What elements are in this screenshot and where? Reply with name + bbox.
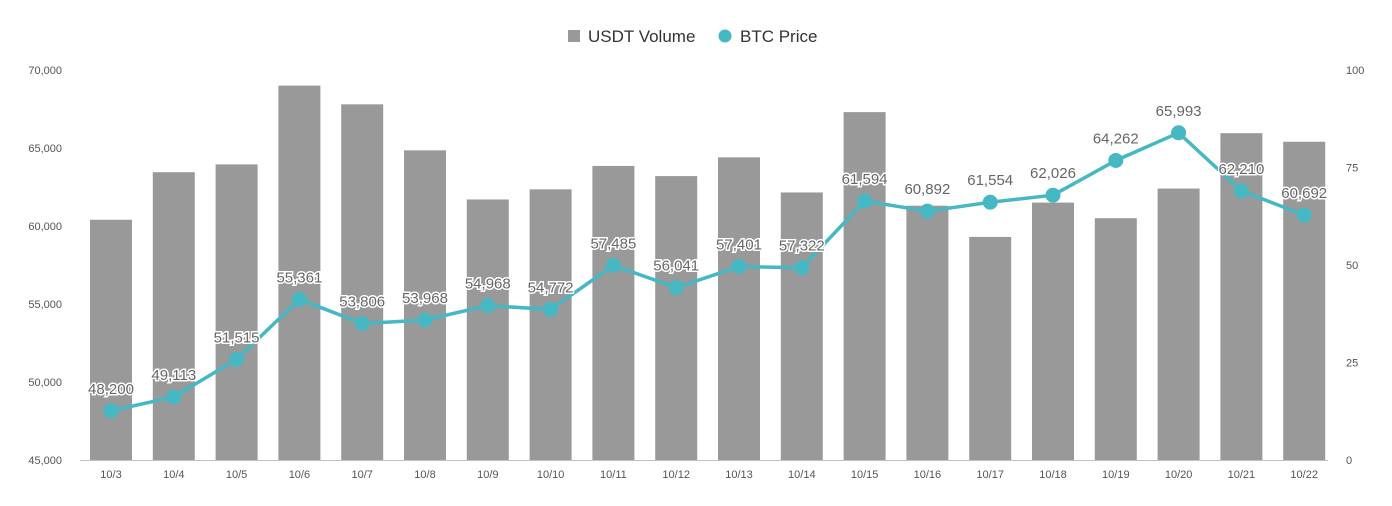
btc-price-point xyxy=(1108,153,1123,168)
btc-price-data-label: 53,968 xyxy=(402,290,448,307)
btc-price-point xyxy=(166,389,181,404)
btc-price-point xyxy=(983,195,998,210)
left-axis-tick-label: 70,000 xyxy=(28,65,62,77)
btc-price-data-label: 62,026 xyxy=(1030,165,1076,182)
x-axis-tick-label: 10/8 xyxy=(414,469,435,481)
btc-price-data-label: 64,262 xyxy=(1093,130,1139,147)
x-axis-tick-label: 10/6 xyxy=(289,469,310,481)
bar-10-11 xyxy=(592,166,634,460)
data-labels-btc-price: 48,200 49,113 51,515 55,361 53,806 53,968 54,9… xyxy=(88,103,1327,398)
bar-series-usdt-volume xyxy=(90,86,1325,460)
bar-10-14 xyxy=(781,192,823,460)
btc-price-point xyxy=(355,316,370,331)
x-axis-tick-label: 10/16 xyxy=(914,469,942,481)
btc-price-point xyxy=(418,312,433,327)
btc-price-point xyxy=(606,258,621,273)
right-axis: 0 25 50 75 100 xyxy=(1346,65,1364,467)
btc-price-data-label: 57,401 xyxy=(716,237,762,254)
btc-price-point xyxy=(1234,183,1249,198)
x-axis-tick-label: 10/3 xyxy=(100,469,121,481)
left-axis-tick-label: 50,000 xyxy=(28,377,62,389)
btc-price-point xyxy=(229,352,244,367)
right-axis-tick-label: 0 xyxy=(1346,455,1352,467)
btc-price-data-label: 61,554 xyxy=(967,172,1013,189)
x-axis-tick-label: 10/20 xyxy=(1165,469,1193,481)
x-axis-tick-label: 10/21 xyxy=(1228,469,1256,481)
legend-swatch-btc-price xyxy=(719,30,732,43)
x-axis-tick-label: 10/10 xyxy=(537,469,565,481)
btc-price-point xyxy=(920,204,935,219)
btc-price-data-label: 57,322 xyxy=(779,238,825,255)
bar-10-3 xyxy=(90,220,132,460)
bar-10-12 xyxy=(655,176,697,460)
legend-swatch-usdt-volume xyxy=(568,30,580,42)
btc-price-data-label: 48,200 xyxy=(88,381,134,398)
x-axis-tick-label: 10/17 xyxy=(976,469,1004,481)
x-axis-tick-label: 10/12 xyxy=(662,469,690,481)
bar-10-15 xyxy=(844,112,886,460)
bar-10-7 xyxy=(341,104,383,460)
bar-10-21 xyxy=(1220,133,1262,460)
bar-10-20 xyxy=(1158,189,1200,460)
x-axis-tick-label: 10/14 xyxy=(788,469,816,481)
bar-10-13 xyxy=(718,157,760,460)
bar-10-18 xyxy=(1032,203,1074,460)
btc-price-point xyxy=(1171,125,1186,140)
btc-price-data-label: 65,993 xyxy=(1156,103,1202,120)
right-axis-tick-label: 50 xyxy=(1346,260,1358,272)
btc-price-data-label: 57,485 xyxy=(590,235,636,252)
left-axis-tick-label: 65,000 xyxy=(28,143,62,155)
x-axis-tick-label: 10/19 xyxy=(1102,469,1130,481)
bar-10-10 xyxy=(530,189,572,460)
btc-price-point xyxy=(794,260,809,275)
left-axis: 45,000 50,000 55,000 60,000 65,000 70,000 xyxy=(28,65,62,467)
btc-price-data-label: 60,892 xyxy=(904,181,950,198)
legend: USDT Volume BTC Price xyxy=(568,27,817,46)
btc-price-data-label: 54,968 xyxy=(465,276,511,293)
bar-10-5 xyxy=(216,164,258,460)
left-axis-tick-label: 55,000 xyxy=(28,299,62,311)
btc-price-data-label: 54,772 xyxy=(528,279,574,296)
bar-10-19 xyxy=(1095,218,1137,460)
x-axis-tick-label: 10/9 xyxy=(477,469,498,481)
x-axis-tick-label: 10/18 xyxy=(1039,469,1067,481)
legend-label-usdt-volume: USDT Volume xyxy=(588,27,695,46)
btc-price-point xyxy=(543,302,558,317)
right-axis-tick-label: 25 xyxy=(1346,358,1358,370)
bar-10-16 xyxy=(906,206,948,460)
x-axis-tick-label: 10/7 xyxy=(351,469,372,481)
right-axis-tick-label: 100 xyxy=(1346,65,1364,77)
btc-price-point xyxy=(1046,188,1061,203)
btc-price-point xyxy=(480,298,495,313)
x-axis-tick-label: 10/22 xyxy=(1290,469,1318,481)
btc-price-point xyxy=(857,194,872,209)
btc-price-point xyxy=(732,259,747,274)
btc-price-data-label: 51,515 xyxy=(214,329,260,346)
legend-label-btc-price: BTC Price xyxy=(740,27,817,46)
bar-10-4 xyxy=(153,172,195,460)
btc-price-point xyxy=(104,403,119,418)
x-axis: 10/3 10/4 10/5 10/6 10/7 10/8 10/9 10/10 10/11 10… xyxy=(80,461,1328,482)
btc-price-data-label: 61,594 xyxy=(842,171,888,188)
btc-price-data-label: 56,041 xyxy=(653,258,699,275)
btc-price-point xyxy=(292,292,307,307)
left-axis-tick-label: 60,000 xyxy=(28,221,62,233)
btc-price-data-label: 49,113 xyxy=(151,367,196,384)
btc-price-point xyxy=(1297,208,1312,223)
bar-10-17 xyxy=(969,237,1011,460)
right-axis-tick-label: 75 xyxy=(1346,163,1358,175)
x-axis-tick-label: 10/13 xyxy=(725,469,753,481)
left-axis-tick-label: 45,000 xyxy=(28,455,62,467)
bar-10-9 xyxy=(467,199,509,460)
x-axis-tick-label: 10/15 xyxy=(851,469,879,481)
btc-price-data-label: 62,210 xyxy=(1218,161,1264,178)
btc-price-data-label: 53,806 xyxy=(339,294,385,311)
x-axis-tick-label: 10/5 xyxy=(226,469,247,481)
btc-price-point xyxy=(669,280,684,295)
btc-price-data-label: 55,361 xyxy=(276,269,322,286)
x-axis-tick-label: 10/11 xyxy=(600,469,627,481)
btc-price-data-label: 60,692 xyxy=(1281,185,1327,202)
x-axis-tick-label: 10/4 xyxy=(163,469,184,481)
